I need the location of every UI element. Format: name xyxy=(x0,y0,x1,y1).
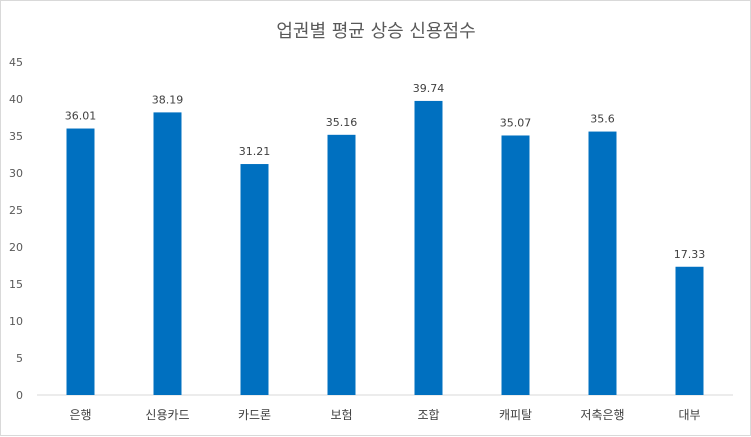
category-label: 신용카드 xyxy=(145,408,189,422)
bar xyxy=(414,100,443,395)
bars xyxy=(66,100,704,396)
category-label: 보험 xyxy=(330,408,352,422)
bar xyxy=(675,266,704,395)
data-labels: 36.01 38.19 31.21 35.16 39.74 35.07 35.6 17.33 xyxy=(65,82,706,261)
bar xyxy=(153,112,182,396)
y-tick-label: 35 xyxy=(9,130,23,143)
bar xyxy=(501,135,530,395)
data-label: 31.21 xyxy=(239,145,271,158)
category-label: 대부 xyxy=(678,408,700,422)
category-label: 은행 xyxy=(69,407,91,422)
data-label: 35.07 xyxy=(500,116,532,129)
y-tick-label: 5 xyxy=(16,352,23,365)
x-axis-category-labels: 은행 신용카드 카드론 보험 조합 캐피탈 저축은행 대부 xyxy=(69,407,700,422)
bar xyxy=(240,164,269,395)
y-tick-label: 15 xyxy=(9,278,23,291)
category-label: 조합 xyxy=(417,408,439,422)
data-label: 35.6 xyxy=(590,113,615,126)
category-label: 카드론 xyxy=(238,408,271,422)
bar xyxy=(66,128,95,395)
y-tick-label: 10 xyxy=(9,315,23,328)
category-label: 저축은행 xyxy=(580,407,624,422)
data-label: 36.01 xyxy=(65,110,97,123)
bar xyxy=(327,134,356,396)
chart-title: 업권별 평균 상승 신용점수 xyxy=(276,21,475,42)
y-axis-ticks: 0 5 10 15 20 25 30 35 40 45 xyxy=(9,56,23,402)
category-label: 캐피탈 xyxy=(499,408,532,422)
y-tick-label: 25 xyxy=(9,204,23,217)
data-label: 35.16 xyxy=(326,116,358,129)
y-tick-label: 0 xyxy=(16,389,23,402)
y-tick-label: 30 xyxy=(9,167,23,180)
data-label: 39.74 xyxy=(413,82,445,95)
y-tick-label: 20 xyxy=(9,241,23,254)
y-tick-label: 40 xyxy=(9,93,23,106)
data-label: 17.33 xyxy=(674,248,706,261)
bar xyxy=(588,131,617,395)
y-tick-label: 45 xyxy=(9,56,23,69)
data-label: 38.19 xyxy=(152,93,184,106)
